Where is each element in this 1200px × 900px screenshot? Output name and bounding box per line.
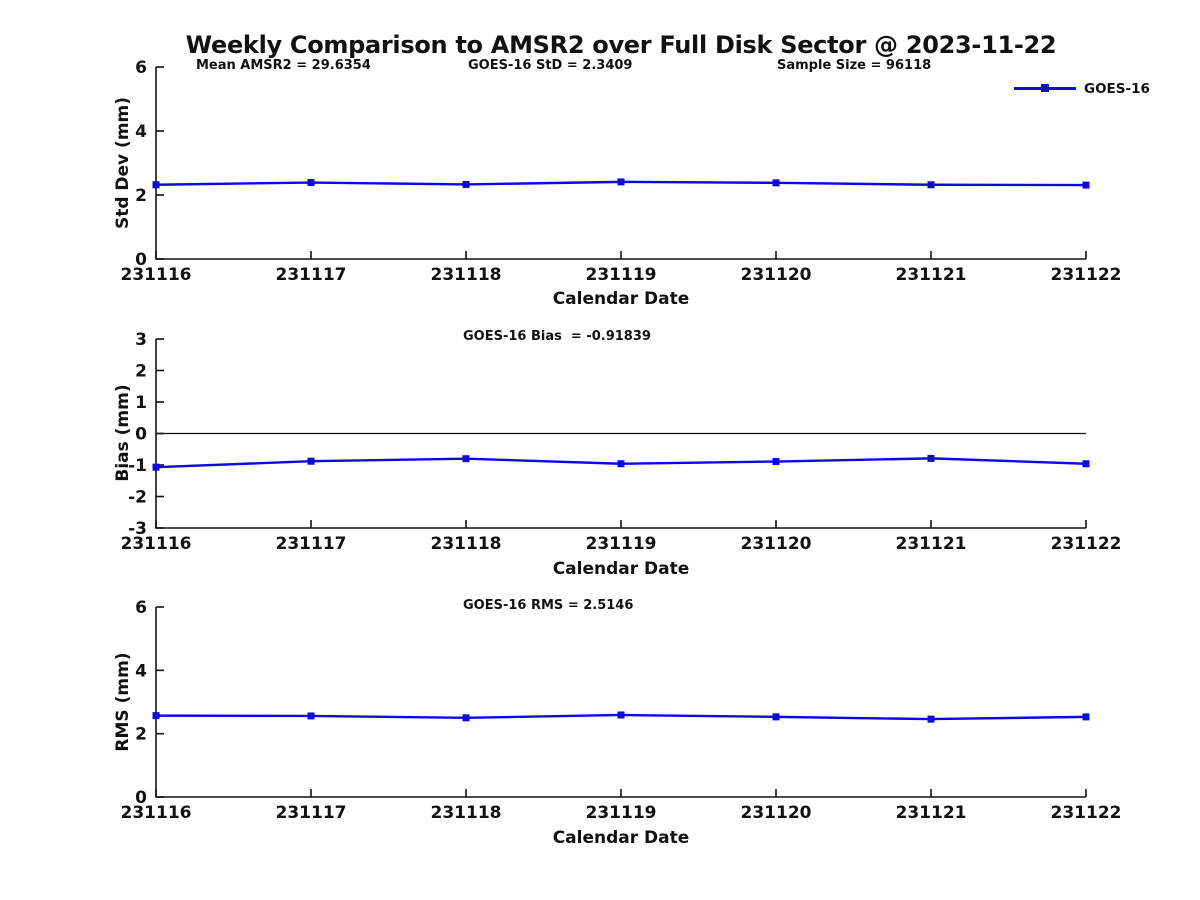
bias-x-axis-label: Calendar Date [552,559,690,579]
bias-data-point-marker [1082,460,1090,468]
std-dev-data-point-marker [772,179,780,187]
bias-data-point-marker [462,455,470,463]
std-dev-data-point-marker [617,178,625,186]
bias-x-tick-label: 231119 [586,534,657,554]
rms-data-point-marker [1082,713,1090,721]
bias-data-point-marker [617,460,625,468]
rms-annotation-goes16-rms: GOES-16 RMS = 2.5146 [463,598,634,613]
std-dev-y-tick-label: 4 [135,122,147,142]
std-dev-x-tick-label: 231122 [1051,265,1122,285]
rms-x-tick-label: 231116 [121,803,192,823]
std-dev-y-tick-label: 6 [135,58,147,78]
rms-data-point-marker [772,713,780,721]
bias-data-point-marker [927,454,935,462]
rms-y-tick-label: 6 [135,598,147,618]
stddev-x-axis-label: Calendar Date [552,289,690,309]
bias-annotation-goes16-bias: GOES-16 Bias = -0.91839 [463,329,651,344]
bias-x-tick-label: 231120 [741,534,812,554]
bias-y-tick-label: 2 [135,362,147,382]
std-dev-data-point-marker [462,180,470,188]
bias-x-tick-label: 231118 [431,534,502,554]
rms-x-tick-label: 231117 [276,803,347,823]
bias-data-point-marker [307,457,315,465]
bias-x-tick-label: 231121 [896,534,967,554]
bias-x-tick-label: 231122 [1051,534,1122,554]
rms-data-point-marker [462,714,470,722]
bias-data-point-marker [772,458,780,466]
bias-y-tick-label: -2 [128,488,147,508]
std-dev-x-tick-label: 231116 [121,265,192,285]
std-dev-data-point-marker [307,179,315,187]
std-dev-data-point-marker [927,181,935,189]
rms-y-tick-label: 4 [135,661,147,681]
stddev-annotation-mean-amsr2: Mean AMSR2 = 29.6354 [196,58,371,73]
rms-x-tick-label: 231122 [1051,803,1122,823]
rms-x-tick-label: 231118 [431,803,502,823]
bias-y-tick-label: 0 [135,425,147,445]
legend-line-sample [1014,84,1076,93]
bias-y-tick-label: -1 [128,456,147,476]
std-dev-x-tick-label: 231118 [431,265,502,285]
rms-data-point-marker [617,711,625,719]
std-dev-x-tick-label: 231121 [896,265,967,285]
std-dev-y-tick-label: 2 [135,186,147,206]
std-dev-data-point-marker [152,181,160,189]
rms-x-tick-label: 231120 [741,803,812,823]
std-dev-x-tick-label: 231120 [741,265,812,285]
rms-axes [155,607,1086,798]
bias-y-tick-label: -3 [128,519,147,539]
figure-title: Weekly Comparison to AMSR2 over Full Dis… [185,31,1057,59]
bias-y-tick-label: 3 [135,330,147,350]
std-dev-x-tick-label: 231117 [276,265,347,285]
bias-data-point-marker [152,463,160,471]
rms-y-tick-label: 0 [135,788,147,808]
stddev-annotation-sample-size: Sample Size = 96118 [777,58,932,73]
legend-label: GOES-16 [1084,80,1150,97]
rms-data-point-marker [927,715,935,723]
rms-data-point-marker [152,712,160,720]
rms-x-tick-label: 231119 [586,803,657,823]
rms-x-axis-label: Calendar Date [552,828,690,848]
rms-data-point-marker [307,712,315,720]
bias-y-tick-label: 1 [135,393,147,413]
std-dev-axes [155,67,1086,260]
std-dev-data-point-marker [1082,181,1090,189]
bias-x-tick-label: 231117 [276,534,347,554]
bias-x-tick-label: 231116 [121,534,192,554]
legend-square-marker-icon [1041,84,1049,93]
legend: GOES-16 [1014,80,1184,97]
stddev-annotation-goes16-std: GOES-16 StD = 2.3409 [468,58,633,73]
rms-y-tick-label: 2 [135,725,147,745]
rms-x-tick-label: 231121 [896,803,967,823]
std-dev-y-tick-label: 0 [135,250,147,270]
std-dev-x-tick-label: 231119 [586,265,657,285]
